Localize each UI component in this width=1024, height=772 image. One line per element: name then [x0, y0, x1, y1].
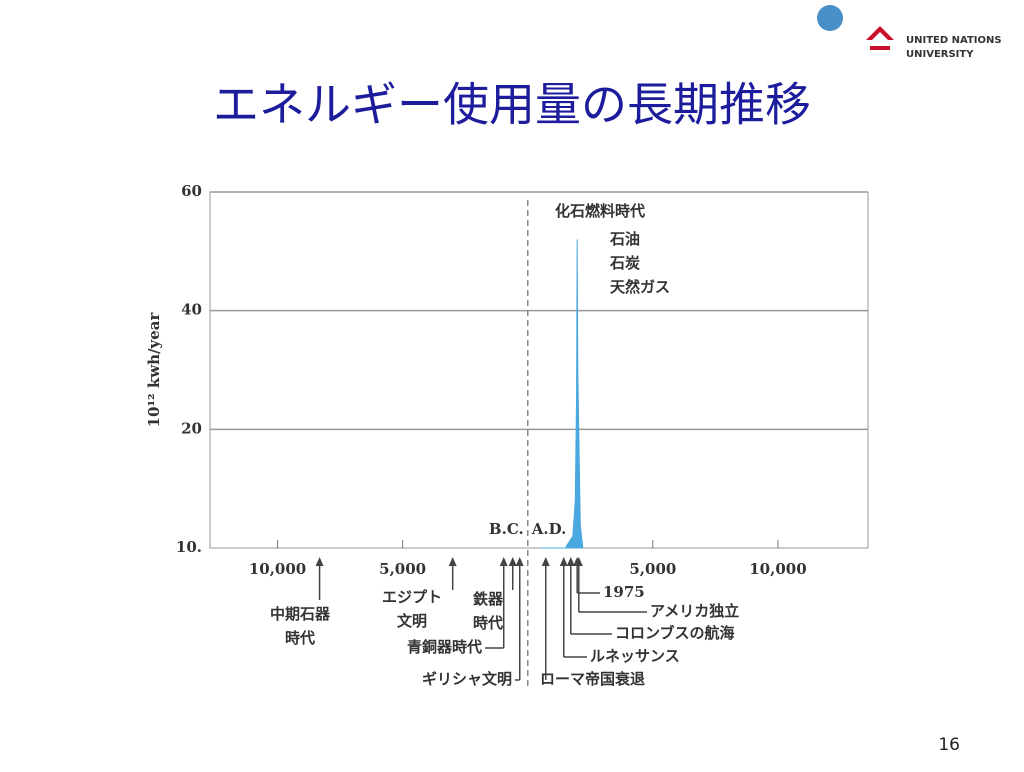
era-label: A.D. — [531, 520, 567, 538]
arrow-head — [541, 557, 550, 566]
un-emblem — [817, 5, 843, 31]
annotation-label: ローマ帝国衰退 — [540, 670, 645, 688]
y-tick-label: 20 — [181, 419, 202, 437]
annotation-label: エジプト — [382, 588, 442, 606]
annotation-label: アメリカ独立 — [650, 602, 739, 620]
annotation-label: 中期石器 — [270, 605, 331, 623]
arrow-head — [508, 557, 517, 566]
y-tick-label: 40 — [181, 301, 202, 319]
series-note: 石炭 — [609, 254, 640, 272]
plot-frame — [209, 191, 869, 549]
series-note: 石油 — [609, 230, 640, 248]
annotation-label: 鉄器 — [473, 590, 504, 608]
unu-emblem — [866, 26, 894, 50]
series-note: 天然ガス — [610, 278, 670, 296]
annotation-label: 1975 — [603, 583, 645, 601]
era-label: B.C. — [489, 520, 524, 538]
y-tick-label: 10. — [176, 538, 202, 556]
series-name: 化石燃料時代 — [555, 202, 645, 220]
slide-title: エネルギー使用量の長期推移 — [213, 78, 811, 132]
annotation-label: 青銅器時代 — [407, 638, 482, 656]
arrow-head — [499, 557, 508, 566]
annotation-label: 文明 — [397, 612, 427, 630]
x-tick-label: 10,000 — [749, 560, 806, 578]
arrow-head — [515, 557, 524, 566]
annotation-label: ルネッサンス — [590, 647, 680, 665]
y-tick-label: 60 — [181, 182, 202, 200]
arrow-head — [573, 557, 582, 566]
x-tick-label: 10,000 — [249, 560, 306, 578]
area — [540, 239, 584, 549]
arrow-head — [559, 557, 568, 566]
logo-text: UNITED NATIONS — [906, 35, 1002, 46]
x-tick-label: 5,000 — [379, 560, 426, 578]
arrow-head — [566, 557, 575, 566]
arrow-head — [315, 557, 324, 566]
annotation-label: 時代 — [285, 629, 315, 647]
x-tick-label: 5,000 — [629, 560, 676, 578]
page-number: 16 — [938, 735, 960, 755]
annotation-label: ギリシャ文明 — [422, 670, 512, 688]
annotation-label: コロンブスの航海 — [615, 624, 735, 642]
arrow-head — [448, 557, 457, 566]
annotation-label: 時代 — [473, 614, 503, 632]
logo-text: UNIVERSITY — [906, 49, 974, 60]
y-axis-label: 10¹² kwh/year — [145, 312, 163, 428]
